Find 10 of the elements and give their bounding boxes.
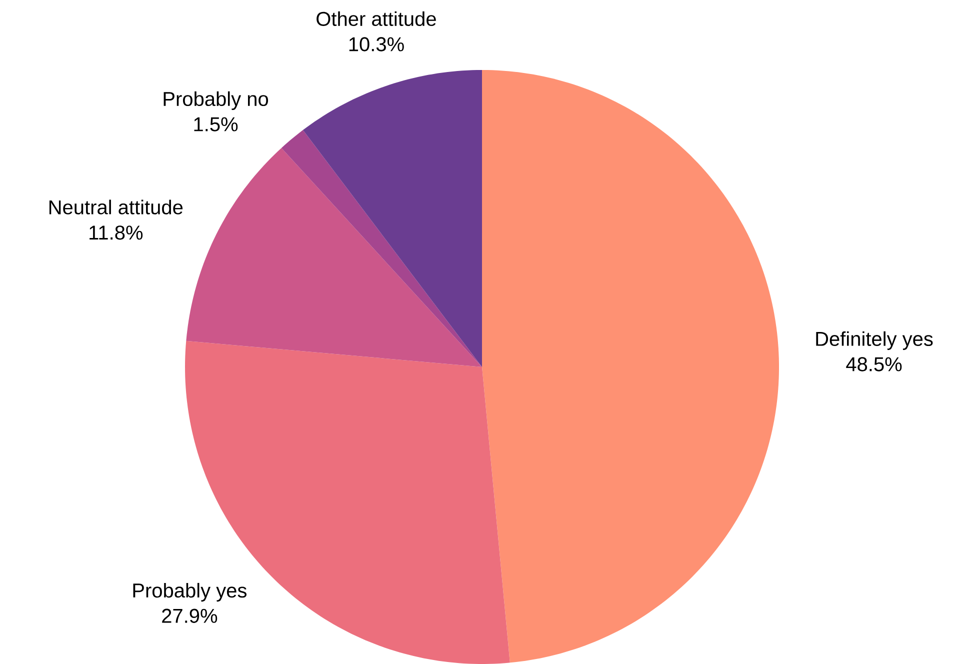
- slice-label: Other attitude: [316, 11, 436, 26]
- data-label: 10.3%: [349, 37, 404, 52]
- data-label: 27.9%: [162, 608, 218, 623]
- slice-label: Probably no: [164, 91, 268, 110]
- slice-label: Neutral attitude: [49, 200, 183, 214]
- data-label: 1.5%: [194, 117, 238, 132]
- data-label: 48.5%: [846, 357, 902, 372]
- data-label: 11.8%: [90, 226, 143, 240]
- slice-label: Probably yes: [133, 582, 246, 602]
- slice-label: Definitely yes: [816, 331, 933, 350]
